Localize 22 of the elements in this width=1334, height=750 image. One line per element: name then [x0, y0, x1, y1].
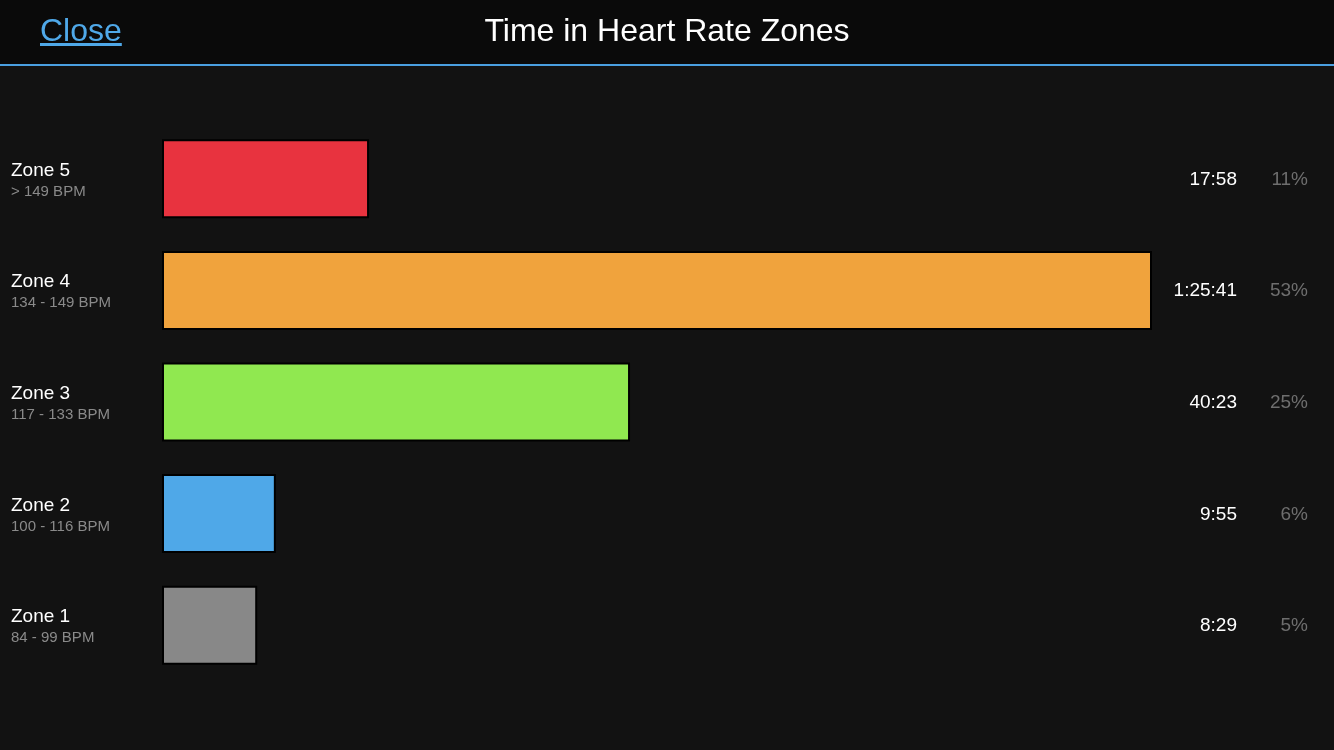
text: 8:29: [1200, 614, 1237, 636]
chart-title: Time in Heart Rate Zones: [484, 12, 850, 48]
category-label: Zone 4 134 - 149 BPM: [11, 270, 112, 311]
close-button[interactable]: Close: [40, 12, 122, 49]
category-label: Zone 2 100 - 116 BPM: [11, 493, 110, 534]
category-label: Zone 3 117 - 133 BPM: [11, 382, 110, 422]
data-label: 25%: [1269, 391, 1309, 412]
bar: [162, 585, 258, 665]
category-label: Zone 5 > 149 BPM: [11, 158, 86, 199]
category-label: Zone 1 84 - 99 BPM: [11, 605, 95, 646]
data-label: 11%: [1271, 167, 1309, 189]
data-label: 6%: [1280, 502, 1309, 524]
bar: [162, 474, 276, 554]
data-label: 5%: [1280, 614, 1309, 636]
data-label: 53%: [1269, 279, 1309, 301]
text: 40:23: [1189, 391, 1237, 412]
bar: [162, 139, 370, 219]
text: 9:55: [1200, 502, 1237, 524]
bar: [162, 250, 1152, 330]
bar: [162, 362, 631, 442]
text: 17:58: [1189, 167, 1237, 189]
text: 1:25:41: [1173, 279, 1237, 301]
